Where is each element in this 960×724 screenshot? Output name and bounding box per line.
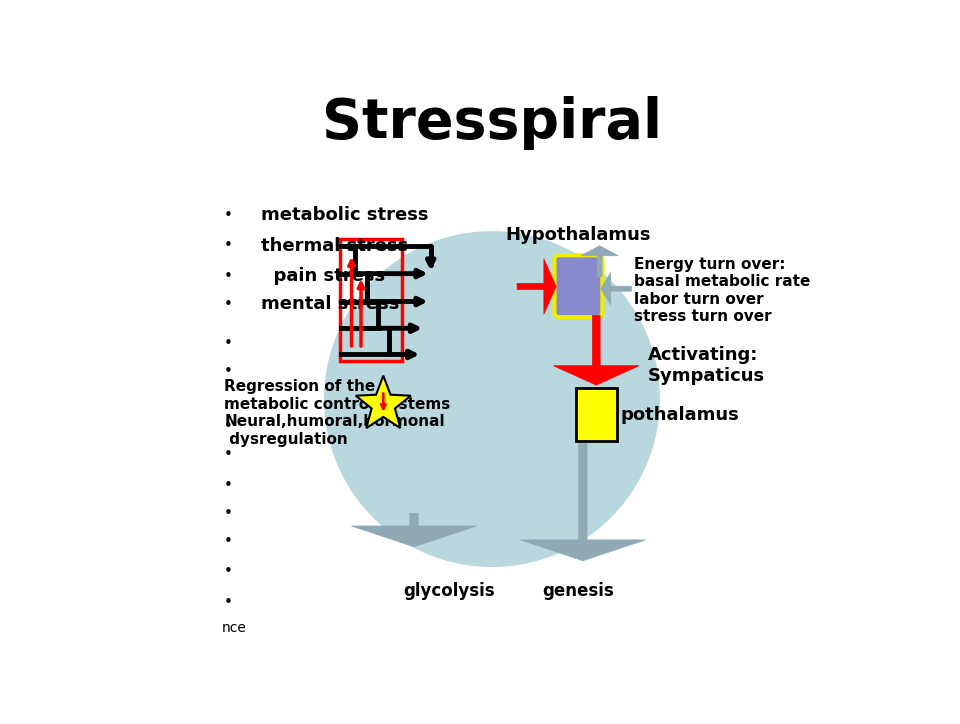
Text: Stresspiral: Stresspiral	[322, 96, 662, 150]
Bar	[576, 388, 617, 441]
Circle shape	[324, 232, 660, 566]
Text: genesis: genesis	[542, 582, 614, 600]
Text: •: •	[224, 297, 232, 312]
Text: Activating:
Sympaticus: Activating: Sympaticus	[648, 346, 765, 385]
Text: •: •	[224, 534, 232, 549]
Text: •: •	[224, 208, 232, 222]
Text: nce: nce	[222, 620, 247, 635]
Text: Energy turn over:
basal metabolic rate
labor turn over
stress turn over: Energy turn over: basal metabolic rate l…	[635, 257, 810, 324]
Text: •: •	[224, 363, 232, 379]
Text: •: •	[224, 595, 232, 610]
Polygon shape	[356, 376, 411, 428]
Bar	[341, 238, 401, 361]
Text: •: •	[224, 565, 232, 579]
Text: Hypothalamus: Hypothalamus	[506, 226, 651, 243]
Text: pothalamus: pothalamus	[620, 405, 739, 424]
Text: •: •	[224, 336, 232, 351]
Text: glycolysis: glycolysis	[403, 582, 494, 600]
Text: •: •	[224, 419, 232, 434]
FancyBboxPatch shape	[555, 256, 602, 317]
Text: •: •	[224, 447, 232, 463]
Text: •: •	[224, 478, 232, 493]
Text: Regression of the
metabolic control systems
Neural,humoral,hormonal
 dysregulati: Regression of the metabolic control syst…	[225, 379, 450, 447]
Text: •: •	[224, 238, 232, 253]
Text: metabolic stress: metabolic stress	[261, 206, 428, 224]
Text: •: •	[224, 269, 232, 284]
Text: mental stress: mental stress	[261, 295, 399, 313]
Text: •: •	[224, 506, 232, 521]
Text: pain stress: pain stress	[261, 267, 385, 285]
Text: thermal stress: thermal stress	[261, 237, 408, 255]
